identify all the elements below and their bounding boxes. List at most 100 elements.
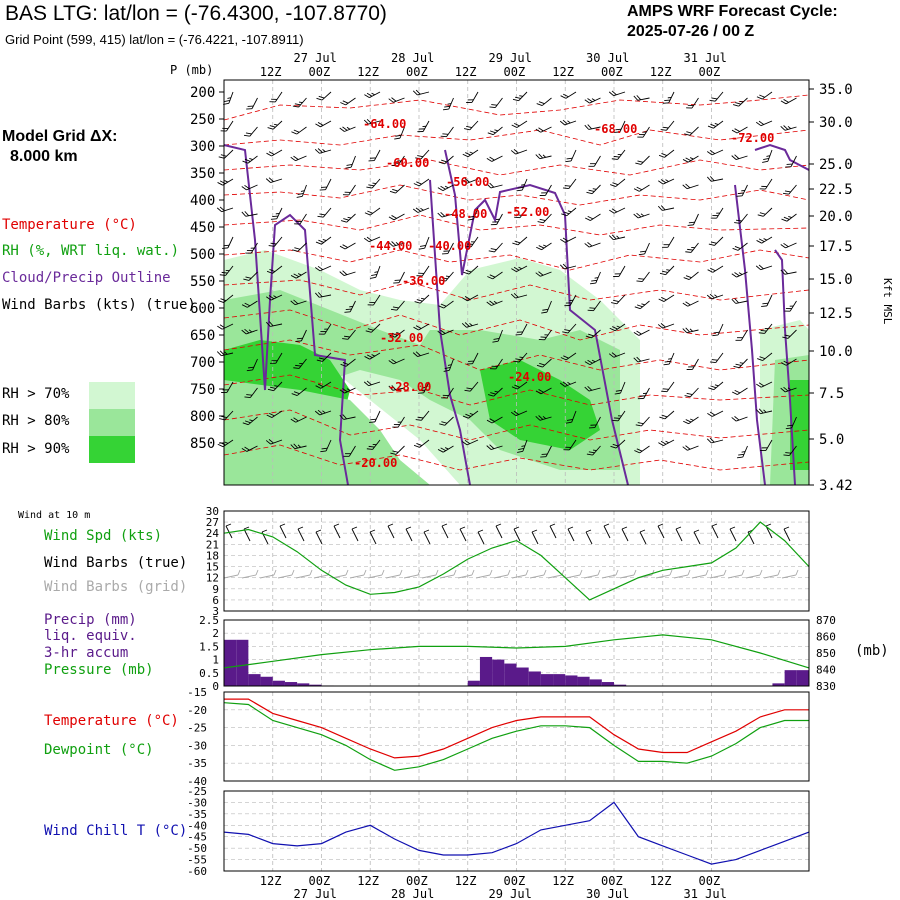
rh-region <box>224 380 430 485</box>
wind-barb-flag <box>462 415 469 419</box>
wind-barb-staff <box>736 126 748 134</box>
wind-barb <box>661 381 675 393</box>
grid-wind-barb-staff <box>655 574 671 579</box>
windchill-line <box>223 801 810 865</box>
surface-wind-barb-staff <box>729 528 737 542</box>
legend-rh: RH (%, WRT liq. wat.) <box>2 243 180 259</box>
wind-barb-staff <box>667 236 675 248</box>
wind-barb <box>340 213 356 223</box>
wind-barb-flag <box>244 420 251 424</box>
pressure-line <box>223 634 810 669</box>
wind-barb-staff <box>491 300 503 306</box>
wind-barb-flag <box>340 102 346 106</box>
wind-barb-flag <box>567 381 571 385</box>
cross-section-frame <box>223 79 810 486</box>
grid-wind-barb-staff <box>781 574 797 579</box>
wind-barb-flag <box>616 235 620 239</box>
precip-bar <box>589 679 602 686</box>
wind-barb-flag <box>219 274 226 276</box>
wind-barb <box>782 184 797 195</box>
surface-wind-barb-staff <box>765 525 773 539</box>
wind-barb-flag <box>566 157 573 160</box>
wind-barb-flag <box>514 384 520 388</box>
wind-barb-flag <box>441 277 448 280</box>
wind-barb-flag <box>244 158 251 162</box>
wind-barb-staff <box>394 329 405 338</box>
wind-barb <box>731 271 748 278</box>
wind-barb-flag <box>682 446 688 451</box>
grid-wind-barb <box>439 569 457 579</box>
wind-barb <box>223 91 234 105</box>
pressure-tick-label: 700 <box>190 355 215 371</box>
wind-barb <box>318 323 332 335</box>
wind-barb-flag <box>636 330 642 335</box>
wind-barb-flag <box>417 155 424 158</box>
wind-barb-flag <box>614 392 621 395</box>
windchill-panel-tick-label: -45 <box>187 831 207 844</box>
wind-barb-flag <box>686 107 692 109</box>
temp-panel-tick-label: -30 <box>187 739 207 752</box>
top-time-tick-label: 12Z <box>455 65 477 79</box>
wind-barb <box>417 381 430 394</box>
wind-barb <box>510 149 528 155</box>
wind-barb <box>613 265 626 277</box>
wind-barb-flag <box>469 322 473 326</box>
wind-barb-staff <box>590 213 601 221</box>
wind-barb-staff <box>270 323 283 327</box>
wind-barb <box>559 263 577 270</box>
wind-barb-flag <box>467 218 474 221</box>
wind-barb-flag <box>783 454 790 457</box>
wind-barb <box>635 416 650 427</box>
wind-barb-staff <box>687 300 699 307</box>
wind-barb <box>390 445 405 455</box>
wind-barb-flag <box>366 92 373 97</box>
wind-barb-staff <box>223 294 234 303</box>
grid-wind-barb-staff <box>493 574 509 579</box>
wind-barb <box>682 445 699 451</box>
grid-wind-barb <box>601 569 619 579</box>
wind-barb-flag <box>636 356 642 362</box>
wind-barb-flag <box>739 362 744 364</box>
wind-barb-flag <box>709 361 716 364</box>
wind-barb <box>246 358 258 372</box>
wind-barb <box>416 265 430 277</box>
wind-barb-flag <box>612 419 619 422</box>
wind-barb-staff <box>247 155 258 164</box>
wind-barb-staff <box>788 445 797 456</box>
wind-barb-flag <box>420 207 424 211</box>
wind-barb <box>241 184 258 191</box>
wind-barb-flag <box>734 298 740 304</box>
wind-barb <box>486 416 503 424</box>
wind-barb-flag <box>443 369 450 372</box>
wind-barb <box>418 236 430 250</box>
wind-barb-staff <box>274 236 283 247</box>
grid-wind-barb-flag <box>291 569 295 576</box>
wind-barb-flag <box>269 101 276 103</box>
precip-bar <box>528 671 541 686</box>
wind-barb-flag <box>293 367 300 369</box>
wind-barb-staff <box>664 410 675 420</box>
wind-barb-flag <box>559 264 565 270</box>
wind-barb-flag <box>592 449 597 451</box>
wind-barb-staff <box>349 300 356 312</box>
wind-barb-flag <box>244 211 249 217</box>
wind-barb-flag <box>447 364 452 366</box>
wind-barb-flag <box>339 245 346 250</box>
wind-barb-flag <box>391 358 397 364</box>
wind-barb-flag <box>709 293 715 299</box>
surface-wind-barb-staff <box>459 528 467 542</box>
wind-barb <box>243 271 258 281</box>
wind-barb-staff <box>735 155 748 160</box>
wind-barb-flag <box>588 333 594 337</box>
wind-barb <box>486 155 503 162</box>
wind-barb-staff <box>663 294 675 302</box>
wind-barb-flag <box>591 279 598 282</box>
wind-barb <box>388 213 405 221</box>
grid-wind-barb-staff <box>727 574 743 579</box>
wind-barb <box>291 126 307 135</box>
wind-barb-staff <box>301 329 307 342</box>
wind-barb-staff <box>493 126 503 136</box>
wind-barb-staff <box>639 445 650 454</box>
wind-barb <box>393 271 405 284</box>
wind-barb-flag <box>640 213 645 217</box>
